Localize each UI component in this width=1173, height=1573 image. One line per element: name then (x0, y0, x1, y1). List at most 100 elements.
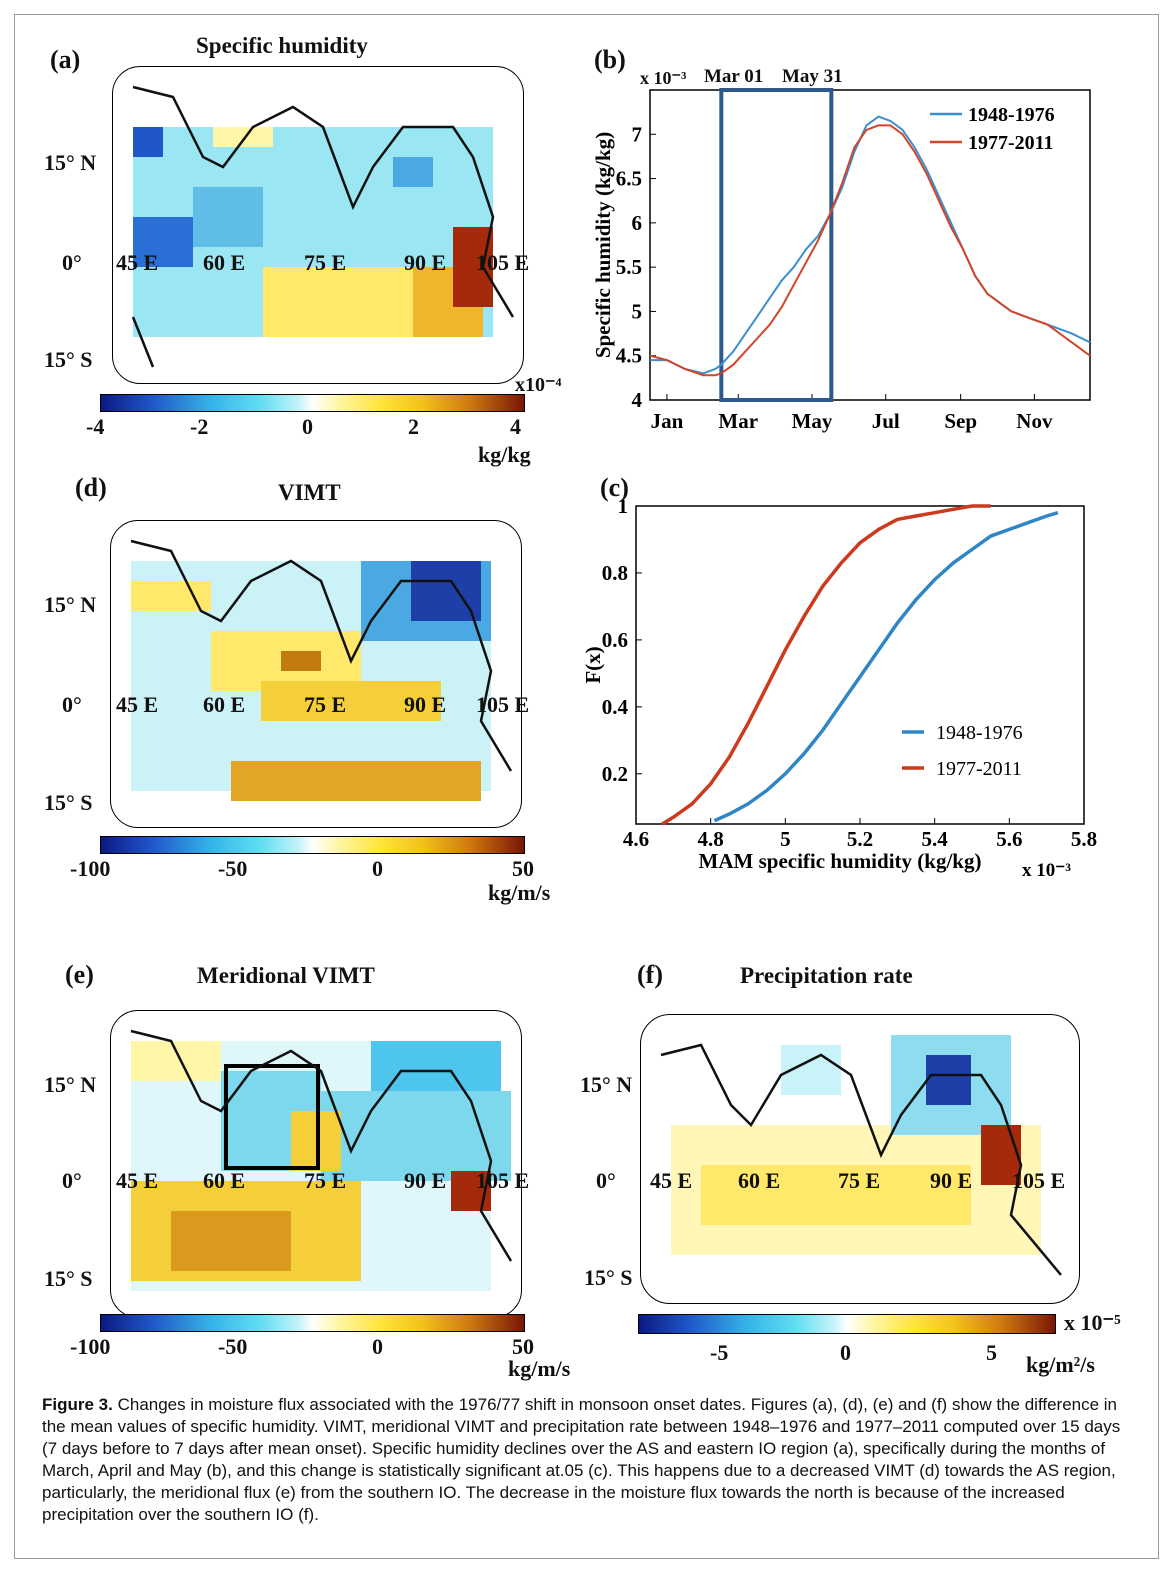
chart-c-ylabel: F(x) (581, 646, 605, 683)
panel-f-map (640, 1014, 1080, 1304)
panel-e-tick-1: -50 (218, 1334, 248, 1359)
panel-f-lat-15s: 15° S (584, 1265, 633, 1290)
panel-f-lon-60: 60 E (738, 1168, 781, 1193)
panel-a-tick-2: 0 (302, 414, 313, 439)
panel-f-tick-0: -5 (710, 1340, 729, 1365)
panel-e-lon-75: 75 E (304, 1168, 347, 1193)
panel-e-tick-3: 50 (512, 1334, 534, 1359)
panel-a-lon-45: 45 E (116, 250, 159, 275)
panel-e-lon-60: 60 E (203, 1168, 246, 1193)
panel-e-map (110, 1010, 522, 1318)
chart-b-series-line (650, 115, 1091, 375)
figure-frame (14, 14, 1159, 1559)
panel-b-annot-mar: Mar 01 (704, 66, 764, 87)
chart-c-xtick-label: 5.6 (996, 827, 1022, 851)
panel-a-map (112, 66, 524, 384)
panel-f-lat-15n: 15° N (580, 1072, 633, 1097)
chart-b-ytick-label: 6 (632, 211, 643, 235)
chart-c-xlabel: MAM specific humidity (kg/kg) (699, 849, 982, 873)
chart-c-ytick-label: 0.2 (602, 762, 628, 786)
panel-e-colorbar (100, 1314, 525, 1332)
panel-f-lon-75: 75 E (838, 1168, 881, 1193)
panel-a-lat-0: 0° (62, 250, 82, 275)
panel-a-heatmap (131, 85, 515, 368)
panel-f-lon-90: 90 E (930, 1168, 973, 1193)
chart-c-xtick-label: 5 (780, 827, 791, 851)
panel-e-unit: kg/m/s (508, 1356, 571, 1381)
chart-c-xtick-label: 5.8 (1071, 827, 1097, 851)
chart-c-ytick-label: 0.8 (602, 561, 628, 585)
chart-b-series-line (649, 124, 1091, 377)
panel-a-lat-15s: 15° S (44, 347, 93, 372)
chart-b-ytick-label: 5 (632, 299, 643, 323)
chart-c-series-line (661, 504, 991, 826)
panel-e-lat-15n: 15° N (44, 1072, 97, 1097)
panel-d-lat-0: 0° (62, 692, 82, 717)
panel-a-tick-4: 4 (510, 414, 521, 439)
chart-c-xtick-label: 4.6 (623, 827, 649, 851)
panel-e-tick-0: -100 (70, 1334, 111, 1359)
panel-d-heatmap (130, 539, 513, 801)
chart-c-xtick-label: 5.4 (922, 827, 949, 851)
chart-c-ytick-label: 0.6 (602, 628, 628, 652)
panel-d-tick-2: 0 (372, 856, 383, 881)
chart-c-x-exponent: x 10⁻³ (1022, 860, 1071, 881)
chart-b-xtick-label: Jul (872, 409, 900, 433)
panel-d-tick-0: -100 (70, 856, 111, 881)
panel-a-lon-75: 75 E (304, 250, 347, 275)
panel-d-lon-90: 90 E (404, 692, 447, 717)
panel-a-colorbar (100, 394, 525, 412)
chart-c-ytick-label: 1 (618, 500, 629, 518)
chart-b-ytick-label: 7 (632, 122, 643, 146)
chart-b-xtick-label: Jan (651, 409, 684, 433)
chart-b-ylabel: Specific humidity (kg/kg) (591, 132, 615, 358)
chart-c-series-line (713, 511, 1059, 823)
panel-d-colorbar (100, 836, 525, 854)
panel-e-lon-90: 90 E (404, 1168, 447, 1193)
panel-a-tick-3: 2 (408, 414, 419, 439)
chart-b-axes (649, 89, 1091, 401)
caption-label: Figure 3. (42, 1395, 113, 1414)
chart-b-xtick-label: Nov (1016, 409, 1053, 433)
chart-b-legend-label: 1977-2011 (968, 132, 1054, 154)
chart-b-xtick-label: May (792, 409, 833, 433)
panel-f-tick-2: 5 (986, 1340, 997, 1365)
panel-f-lat-0: 0° (596, 1168, 616, 1193)
panel-d-tick-1: -50 (218, 856, 248, 881)
panel-e-title: Meridional VIMT (197, 963, 375, 988)
panel-a-lon-105: 105 E (476, 250, 530, 275)
panel-e-lon-105: 105 E (476, 1168, 530, 1193)
panel-d-lon-75: 75 E (304, 692, 347, 717)
chart-b: 4 4.5 5 5.5 6 6.5 7 Jan Mar May Jul Sep Nov 1948-1976… (591, 88, 1091, 433)
chart-c-ytick-label: 0.4 (602, 695, 629, 719)
panel-f-heatmap (660, 1035, 1062, 1276)
panel-d-lat-15n: 15° N (44, 592, 97, 617)
chart-b-mam-box (719, 88, 834, 402)
panel-a-lon-60: 60 E (203, 250, 246, 275)
chart-c: 0.2 0.4 0.6 0.8 1 4.6 4.8 5 5.2 5.4 5.6 5.8 1948-197… (581, 500, 1097, 881)
panel-a-title: Specific humidity (196, 33, 368, 58)
panel-d-lat-15s: 15° S (44, 790, 93, 815)
panel-b-label: (b) (594, 45, 626, 74)
panel-d-map (110, 520, 522, 828)
panel-f-label: (f) (637, 960, 663, 989)
panel-f-title: Precipitation rate (740, 963, 913, 988)
panel-f-colorbar (638, 1314, 1056, 1334)
panel-d-tick-3: 50 (512, 856, 534, 881)
chart-b-xtick-label: Sep (944, 409, 977, 433)
panel-d-lon-60: 60 E (203, 692, 246, 717)
panel-e-lat-0: 0° (62, 1168, 82, 1193)
chart-c-xtick-label: 4.8 (698, 827, 724, 851)
panel-d-lon-105: 105 E (476, 692, 530, 717)
panel-f-exponent: x 10⁻⁵ (1064, 1310, 1121, 1335)
chart-c-legend-label: 1948-1976 (936, 722, 1023, 744)
panel-e-lon-45: 45 E (116, 1168, 159, 1193)
panel-a-lat-15n: 15° N (44, 150, 97, 175)
panel-d-lon-45: 45 E (116, 692, 159, 717)
panel-a-exponent: x10⁻⁴ (515, 374, 562, 396)
caption-text: Changes in moisture flux associated with… (42, 1395, 1121, 1524)
panel-d-title: VIMT (278, 480, 341, 505)
chart-b-ytick-label: 4 (632, 388, 643, 412)
panel-e-lat-15s: 15° S (44, 1266, 93, 1291)
panel-e-label: (e) (65, 960, 94, 989)
